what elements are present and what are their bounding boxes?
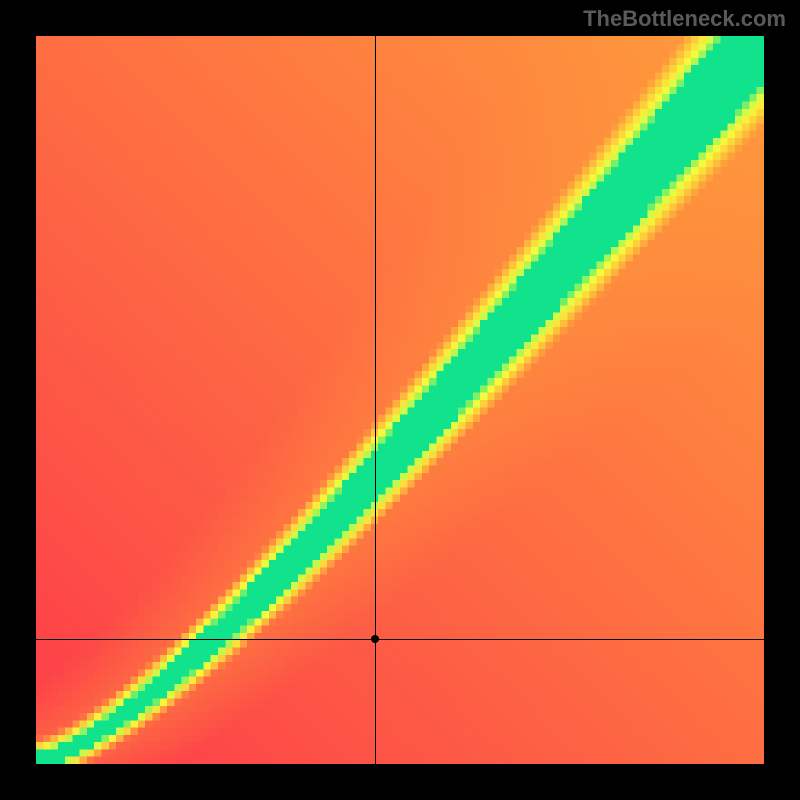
crosshair-horizontal: [36, 639, 764, 640]
crosshair-point: [371, 635, 379, 643]
heatmap-canvas: [36, 36, 764, 764]
crosshair-vertical: [375, 36, 376, 764]
chart-container: TheBottleneck.com: [0, 0, 800, 800]
heatmap-plot: [36, 36, 764, 764]
watermark-text: TheBottleneck.com: [583, 6, 786, 32]
